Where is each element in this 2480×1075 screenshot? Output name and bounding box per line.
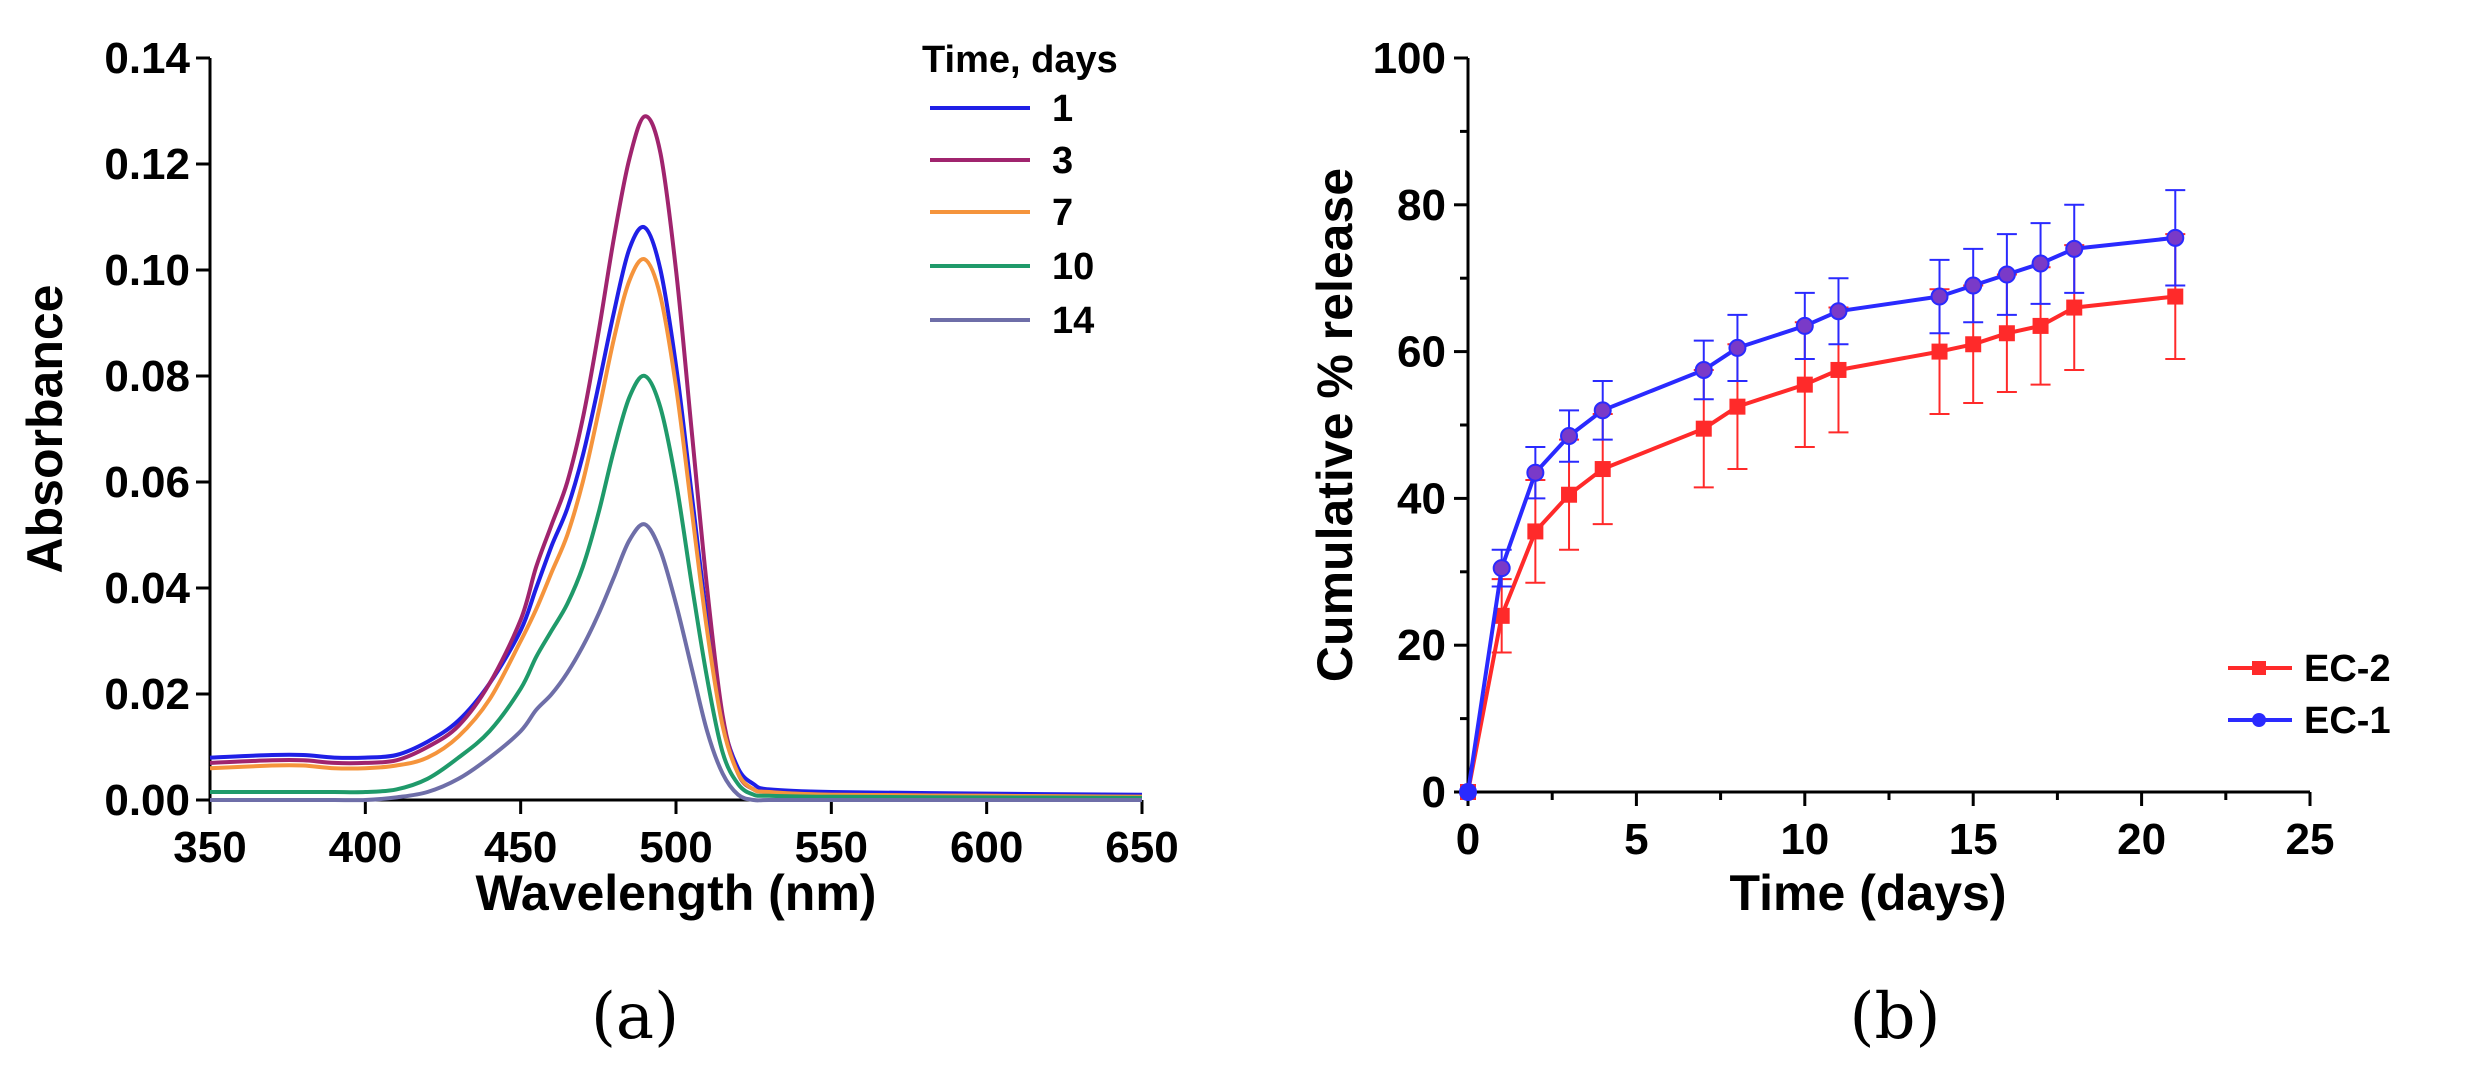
marker-EC-1 bbox=[1930, 287, 1949, 306]
marker-EC-1 bbox=[1694, 360, 1713, 379]
marker-EC-2 bbox=[1796, 376, 1813, 393]
x-tick-label: 550 bbox=[795, 823, 868, 872]
y-tick-label: 0.08 bbox=[104, 352, 190, 401]
legend-label-1: 1 bbox=[1052, 88, 1073, 130]
marker-EC-2 bbox=[1695, 420, 1712, 437]
y-axis-label: Absorbance bbox=[17, 285, 73, 574]
marker-EC-2 bbox=[2032, 317, 2049, 334]
chart-b: 0 20 40 60 80 100 0 5 10 15 20 25 Time (days) Cumulat… bbox=[1307, 34, 2391, 1054]
marker-EC-1 bbox=[1526, 463, 1545, 482]
marker-EC-2 bbox=[1931, 343, 1948, 360]
x-axis-label: Wavelength (nm) bbox=[476, 865, 877, 921]
legend-marker-EC-1 bbox=[2252, 713, 2266, 727]
y-tick-label: 40 bbox=[1397, 474, 1446, 523]
marker-EC-2 bbox=[2066, 299, 2083, 316]
y-axis-label: Cumulative % release bbox=[1307, 168, 1363, 682]
x-tick-label: 25 bbox=[2286, 815, 2335, 864]
legend-label-EC-1: EC-1 bbox=[2304, 700, 2391, 742]
x-tick-label: 450 bbox=[484, 823, 557, 872]
x-tick-label: 20 bbox=[2117, 815, 2166, 864]
panel-label-a: (a) bbox=[591, 980, 679, 1054]
legend-label-7: 7 bbox=[1052, 192, 1073, 234]
panel-label-b: (b) bbox=[1850, 980, 1941, 1054]
x-tick-label: 500 bbox=[639, 823, 712, 872]
y-tick-label: 0.06 bbox=[104, 458, 190, 507]
x-tick-label: 650 bbox=[1105, 823, 1178, 872]
y-tick-label: 0.00 bbox=[104, 776, 190, 825]
legend-label-3: 3 bbox=[1052, 140, 1073, 182]
marker-EC-2 bbox=[1493, 607, 1510, 624]
y-tick-label: 80 bbox=[1397, 181, 1446, 230]
marker-EC-2 bbox=[1830, 361, 1847, 378]
marker-EC-1 bbox=[2166, 228, 2185, 247]
y-tick-label: 0.14 bbox=[104, 34, 190, 83]
y-tick-label: 0.12 bbox=[104, 140, 190, 189]
marker-EC-1 bbox=[1593, 401, 1612, 420]
x-tick-label: 5 bbox=[1624, 815, 1648, 864]
marker-EC-2 bbox=[1594, 461, 1611, 478]
y-tick-label: 0.04 bbox=[104, 564, 190, 613]
marker-EC-1 bbox=[1997, 265, 2016, 284]
series-line-3 bbox=[209, 114, 1143, 799]
x-tick-label: 400 bbox=[329, 823, 402, 872]
x-axis-label: Time (days) bbox=[1730, 865, 2007, 921]
marker-EC-2 bbox=[1729, 398, 1746, 415]
legend-label-10: 10 bbox=[1052, 246, 1094, 288]
x-tick-label: 0 bbox=[1456, 815, 1480, 864]
marker-EC-2 bbox=[1561, 486, 1578, 503]
marker-EC-1 bbox=[1795, 316, 1814, 335]
x-tick-label: 600 bbox=[950, 823, 1023, 872]
legend-title: Time, days bbox=[922, 39, 1118, 81]
marker-EC-1 bbox=[2031, 254, 2050, 273]
marker-EC-1 bbox=[1459, 783, 1477, 801]
chart-a: 0.00 0.02 0.04 0.06 0.08 0.10 0.12 0.14 350 400 45… bbox=[17, 34, 1179, 1054]
marker-EC-2 bbox=[1527, 523, 1544, 540]
x-tick-label: 10 bbox=[1780, 815, 1829, 864]
series-line-14 bbox=[210, 522, 1142, 803]
y-tick-label: 20 bbox=[1397, 621, 1446, 670]
marker-EC-1 bbox=[1964, 276, 1983, 295]
y-tick-label: 0.10 bbox=[104, 246, 190, 295]
series-line-1 bbox=[209, 224, 1143, 797]
marker-EC-2 bbox=[1998, 325, 2015, 342]
series-line-7 bbox=[209, 257, 1143, 799]
marker-EC-2 bbox=[2167, 288, 2184, 305]
series-line-EC-1 bbox=[1466, 235, 2176, 793]
legend-marker-EC-2 bbox=[2252, 661, 2266, 675]
marker-EC-1 bbox=[1829, 302, 1848, 321]
legend-label-EC-2: EC-2 bbox=[2304, 648, 2391, 690]
x-tick-label: 15 bbox=[1949, 815, 1998, 864]
marker-EC-1 bbox=[1560, 427, 1579, 446]
legend-label-14: 14 bbox=[1052, 300, 1094, 342]
series-line-10 bbox=[209, 373, 1143, 800]
marker-EC-2 bbox=[1965, 336, 1982, 353]
marker-EC-1 bbox=[1728, 338, 1747, 357]
y-tick-label: 60 bbox=[1397, 328, 1446, 377]
y-tick-label: 0 bbox=[1422, 768, 1446, 817]
marker-EC-1 bbox=[1492, 559, 1511, 578]
y-tick-label: 100 bbox=[1373, 34, 1446, 83]
marker-EC-1 bbox=[2065, 239, 2084, 258]
y-tick-label: 0.02 bbox=[104, 670, 190, 719]
x-tick-label: 350 bbox=[173, 823, 246, 872]
